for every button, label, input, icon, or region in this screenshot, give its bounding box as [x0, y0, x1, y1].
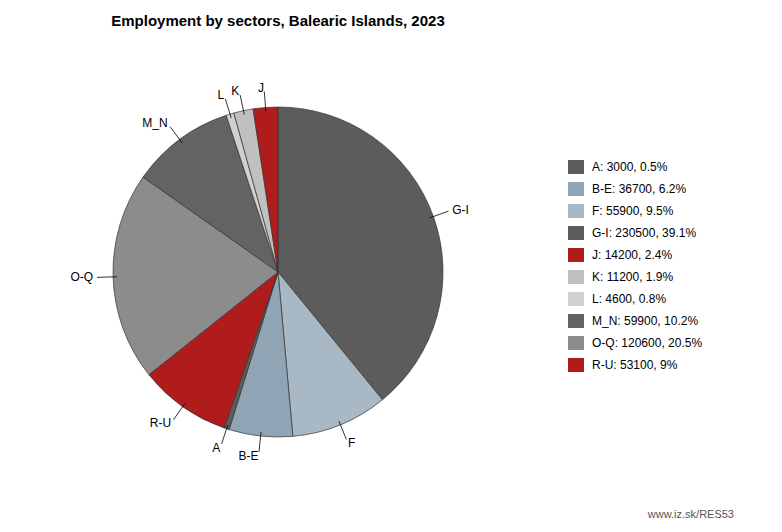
html-text:O-Q: 120600, 20.5%: O-Q: 120600, 20.5%	[592, 336, 703, 350]
svg-text:K: K	[231, 84, 239, 98]
svg-text:R-U: R-U	[150, 416, 171, 430]
svg-text:M_N: M_N	[142, 116, 167, 130]
svg-text:G-I: G-I	[452, 203, 469, 217]
html-text:L: 4600, 0.8%: L: 4600, 0.8%	[592, 292, 667, 306]
svg-text:A: A	[212, 441, 220, 455]
html-text:R-U: 53100, 9%: R-U: 53100, 9%	[592, 358, 678, 372]
svg-text:J: J	[258, 81, 264, 95]
html-text:Employment by sectors, Baleari: Employment by sectors, Balearic Islands,…	[111, 12, 445, 29]
html-text:M_N: 59900, 10.2%: M_N: 59900, 10.2%	[592, 314, 699, 328]
svg-text:B-E: B-E	[239, 449, 259, 463]
html-text:F: 55900, 9.5%: F: 55900, 9.5%	[592, 204, 674, 218]
html-text:J: 14200, 2.4%: J: 14200, 2.4%	[592, 248, 673, 262]
html-text:K: 11200, 1.9%: K: 11200, 1.9%	[592, 270, 674, 284]
html-text:G-I: 230500, 39.1%: G-I: 230500, 39.1%	[592, 226, 697, 240]
svg-text:F: F	[348, 436, 355, 450]
svg-text:L: L	[218, 88, 225, 102]
svg-text:O-Q: O-Q	[70, 270, 93, 284]
html-text:B-E: 36700, 6.2%: B-E: 36700, 6.2%	[592, 182, 687, 196]
html-text:A: 3000, 0.5%: A: 3000, 0.5%	[592, 160, 668, 174]
html-text:www.iz.sk/RES53: www.iz.sk/RES53	[647, 508, 734, 520]
